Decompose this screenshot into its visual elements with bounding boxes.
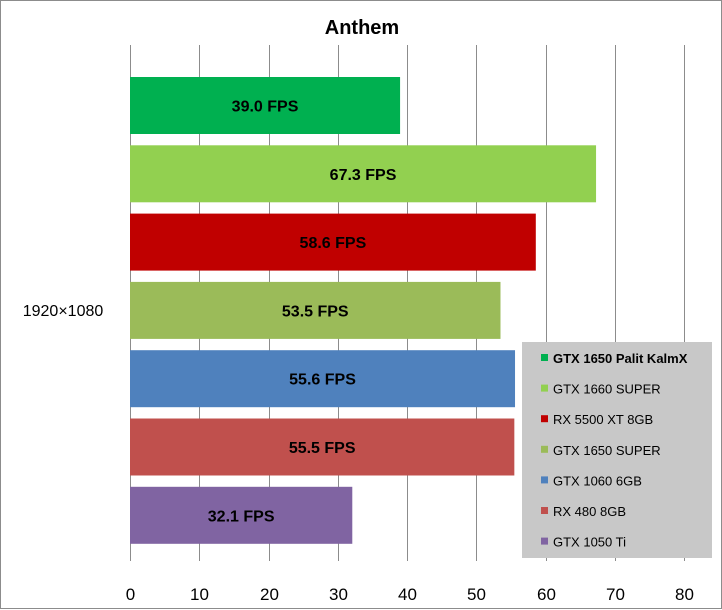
bar (130, 145, 597, 203)
category-label: 1920×1080 (23, 303, 104, 320)
legend-swatch (541, 507, 548, 514)
legend-swatch (541, 384, 548, 392)
data-label: 67.3 FPS (330, 167, 397, 184)
x-tick-label: 50 (467, 585, 486, 604)
legend-entry: GTX 1650 SUPER (553, 443, 661, 458)
x-tick-label: 30 (329, 585, 348, 604)
legend-entry: GTX 1660 SUPER (553, 382, 661, 397)
x-tick-label: 20 (260, 585, 279, 604)
legend-swatch (541, 415, 548, 423)
bar (130, 281, 501, 339)
x-tick-label: 70 (606, 585, 625, 604)
legend-entry: GTX 1650 Palit KalmX (553, 351, 688, 366)
bar (130, 418, 515, 476)
bar (130, 213, 536, 271)
x-tick-label: 60 (537, 585, 556, 604)
x-tick-label: 80 (675, 585, 694, 604)
legend-entry: GTX 1050 Ti (553, 535, 626, 550)
legend-entry: GTX 1060 6GB (553, 473, 642, 488)
x-tick-label: 10 (190, 585, 209, 604)
axis-layer: 0 10 20 30 40 50 60 70 80 1920×1080 (23, 303, 694, 604)
legend-swatch (541, 537, 548, 545)
data-label: 58.6 FPS (300, 235, 367, 252)
legend-swatch (541, 354, 548, 361)
legend-entry: RX 480 8GB (553, 504, 626, 519)
legend: GTX 1650 Palit KalmX GTX 1660 SUPER RX 550… (522, 342, 712, 558)
legend-entry: RX 5500 XT 8GB (553, 412, 653, 427)
data-label: 55.5 FPS (289, 440, 356, 457)
legend-box (522, 342, 712, 558)
data-label: 55.6 FPS (289, 372, 356, 389)
data-label: 32.1 FPS (208, 508, 275, 525)
legend-swatch (541, 476, 548, 484)
x-tick-label: 0 (126, 585, 135, 604)
bar-layer: 39.0 FPS 67.3 FPS 58.6 FPS 53.5 FPS 55.6 FPS… (130, 77, 597, 544)
bar (130, 486, 353, 544)
x-tick-label: 40 (398, 585, 417, 604)
bar (130, 77, 401, 134)
data-label: 39.0 FPS (232, 99, 299, 116)
chart-title: Anthem (325, 17, 399, 39)
legend-swatch (541, 445, 548, 453)
data-label: 53.5 FPS (282, 303, 349, 320)
bar (130, 350, 516, 408)
